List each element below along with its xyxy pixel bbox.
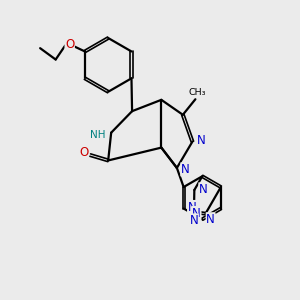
Text: N: N — [181, 163, 190, 176]
Text: NH: NH — [90, 130, 106, 140]
Text: O: O — [79, 146, 88, 159]
Text: O: O — [65, 38, 74, 51]
Text: N: N — [206, 213, 215, 226]
Text: N: N — [196, 134, 205, 147]
Text: CH₃: CH₃ — [188, 88, 206, 97]
Text: N: N — [199, 183, 208, 196]
Text: N: N — [188, 200, 196, 214]
Text: N: N — [192, 207, 201, 220]
Text: N: N — [190, 214, 198, 227]
